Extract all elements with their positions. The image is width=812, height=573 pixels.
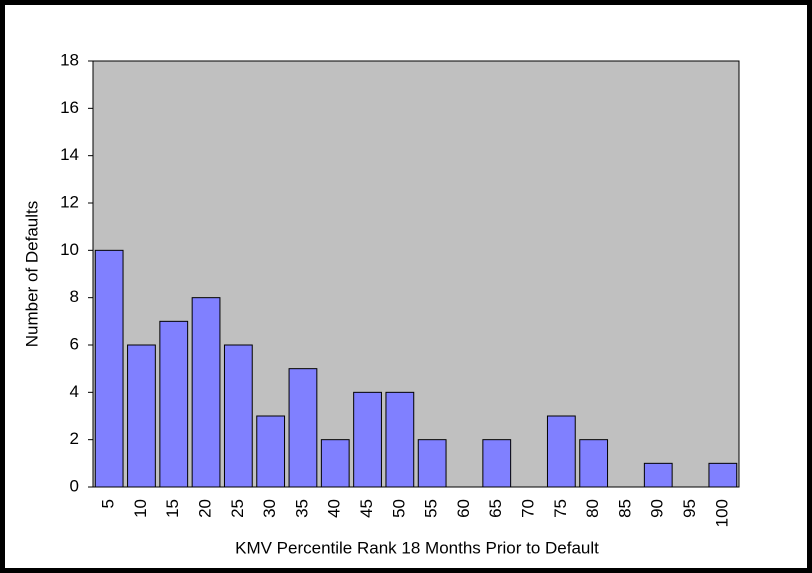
bar [579, 439, 609, 488]
x-tick-label: 85 [615, 499, 634, 518]
x-tick-label: 20 [196, 499, 215, 518]
x-tick-label: 95 [680, 499, 699, 518]
y-tick-label: 18 [60, 50, 79, 69]
x-tick-label: 45 [357, 499, 376, 518]
bar [288, 368, 318, 488]
x-tick-label: 30 [260, 499, 279, 518]
x-axis-title: KMV Percentile Rank 18 Months Prior to D… [235, 538, 599, 557]
bar [708, 462, 738, 488]
y-tick-label: 14 [60, 145, 79, 164]
y-tick-label: 12 [60, 192, 79, 211]
x-tick-label: 70 [519, 499, 538, 518]
bar [417, 439, 447, 488]
bar [320, 439, 350, 488]
x-tick-label: 50 [389, 499, 408, 518]
bar [127, 344, 156, 488]
x-tick-label: 75 [551, 499, 570, 518]
x-tick-label: 100 [712, 499, 731, 527]
y-tick-label: 16 [60, 98, 79, 117]
y-tick-label: 0 [70, 476, 79, 495]
bar [159, 320, 189, 488]
x-tick-label: 5 [99, 499, 118, 508]
x-tick-label: 65 [486, 499, 505, 518]
bar [256, 415, 286, 488]
y-axis-title: Number of Defaults [22, 201, 41, 347]
x-tick-label: 90 [648, 499, 667, 518]
bar [353, 391, 382, 488]
y-tick-label: 6 [70, 334, 79, 353]
x-tick-label: 25 [228, 499, 247, 518]
x-tick-label: 15 [163, 499, 182, 518]
y-tick-label: 2 [70, 429, 79, 448]
bar [223, 344, 253, 488]
bar [94, 249, 124, 488]
bar [385, 391, 415, 488]
y-tick-label: 10 [60, 240, 79, 259]
x-tick-label: 80 [583, 499, 602, 518]
y-tick-label: 4 [70, 382, 79, 401]
bar [643, 462, 673, 488]
y-tick-label: 8 [70, 287, 79, 306]
x-tick-label: 40 [325, 499, 344, 518]
bar [191, 297, 221, 488]
x-tick-label: 55 [422, 499, 441, 518]
bar [546, 415, 576, 488]
x-tick-label: 35 [292, 499, 311, 518]
x-tick-label: 60 [454, 499, 473, 518]
plot-area [92, 60, 740, 488]
bar [482, 439, 512, 488]
x-tick-label: 10 [131, 499, 150, 518]
